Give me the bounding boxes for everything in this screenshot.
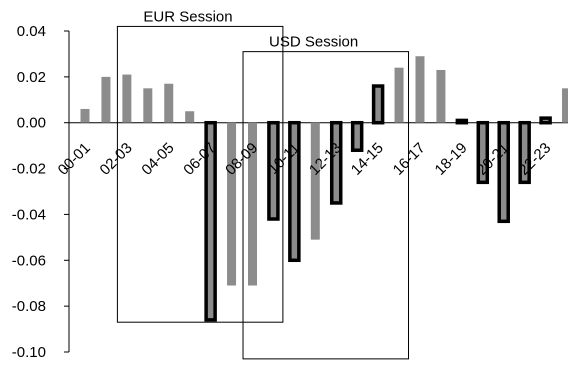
bar: [455, 118, 469, 125]
x-tick-label: 00-01: [55, 140, 94, 179]
bar: [497, 120, 510, 224]
y-tick-label: 0.02: [17, 69, 46, 86]
session-box: [242, 51, 410, 360]
y-tick-label: -0.08: [12, 298, 46, 315]
bar: [204, 120, 217, 322]
session-label: EUR Session: [143, 8, 232, 25]
y-tick-label: -0.10: [12, 344, 46, 361]
bar: [247, 122, 257, 286]
bar: [227, 122, 237, 286]
y-tick-label: -0.04: [12, 206, 46, 223]
bar: [539, 116, 552, 125]
bar: [329, 120, 343, 205]
x-tick-label: 02-03: [97, 140, 136, 179]
y-tick-label: 0.00: [17, 115, 46, 132]
bar: [476, 120, 490, 185]
y-tick-label: -0.06: [12, 252, 46, 269]
bar: [518, 120, 531, 185]
session-boxes: EUR Session USD Session: [116, 8, 410, 360]
bar: [310, 122, 320, 240]
x-tick-label: 18-19: [432, 140, 471, 179]
bar: [101, 76, 111, 123]
bar: [267, 120, 280, 221]
bar: [371, 84, 385, 125]
bar: [394, 67, 404, 123]
session-label: USD Session: [269, 34, 358, 51]
session-box: [116, 25, 284, 323]
bar: [562, 88, 568, 123]
y-tick-label: -0.02: [12, 161, 46, 178]
bar: [415, 56, 425, 123]
bar: [164, 83, 174, 123]
bar: [350, 120, 364, 152]
bar: [185, 111, 195, 123]
bar: [436, 69, 446, 123]
bar: [122, 74, 132, 123]
bar: [288, 120, 301, 263]
bars: [80, 56, 568, 322]
y-tick-label: 0.04: [17, 23, 46, 40]
bar: [143, 88, 153, 123]
x-tick-label: 04-05: [138, 140, 177, 179]
bar: [80, 108, 90, 123]
x-tick-label: 16-17: [390, 140, 429, 179]
